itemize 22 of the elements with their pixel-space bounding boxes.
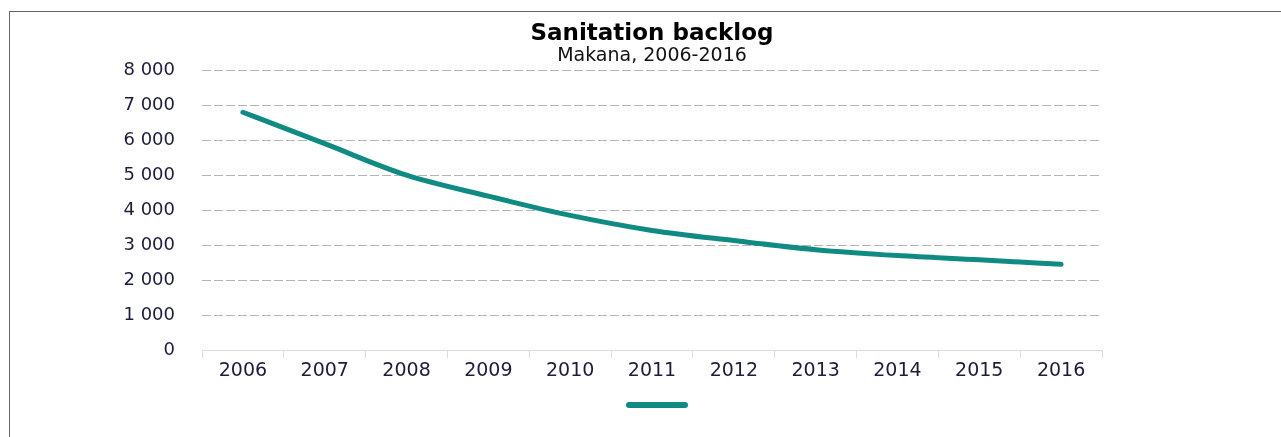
x-tick-label: 2015 bbox=[955, 358, 1004, 381]
x-tick-label: 2006 bbox=[218, 358, 268, 381]
x-tick-label: 2009 bbox=[464, 358, 513, 381]
chart-subtitle: Makana, 2006-2016 bbox=[557, 43, 747, 66]
x-tick-label: 2008 bbox=[382, 358, 431, 381]
y-tick-label: 1 000 bbox=[123, 302, 175, 324]
chart-title: Sanitation backlog bbox=[530, 18, 774, 45]
y-tick-label: 6 000 bbox=[123, 127, 175, 149]
x-tick-label: 2010 bbox=[546, 358, 595, 381]
x-tick-label: 2011 bbox=[627, 358, 677, 381]
x-tick-label: 2012 bbox=[709, 358, 758, 381]
y-tick-label: 2 000 bbox=[123, 267, 175, 289]
x-tick-label: 2007 bbox=[300, 358, 349, 381]
x-tick-label: 2013 bbox=[791, 358, 840, 381]
x-tick-label: 2016 bbox=[1036, 358, 1086, 381]
y-tick-label: 5 000 bbox=[123, 162, 175, 184]
x-tick-label: 2014 bbox=[873, 358, 922, 381]
y-tick-label: 7 000 bbox=[123, 92, 175, 114]
y-tick-label: 4 000 bbox=[123, 197, 175, 219]
y-tick-label: 3 000 bbox=[123, 232, 175, 254]
y-tick-label: 8 000 bbox=[123, 57, 175, 79]
y-tick-label: 0 bbox=[163, 337, 175, 359]
